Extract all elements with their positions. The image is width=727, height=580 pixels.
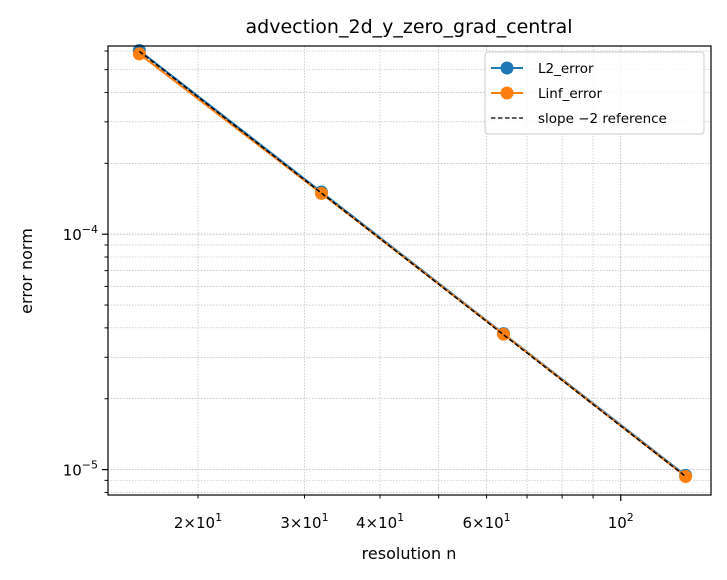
y-tick-label: 10−5 (63, 459, 98, 480)
x-tick-label: 102 (608, 511, 634, 532)
data-point (497, 327, 511, 341)
x-axis-label: resolution n (362, 544, 457, 563)
legend-label: Linf_error (538, 86, 602, 102)
axis-ticks: 2×101 3×101 4×101 6×101 102 10−4 10−5 (63, 50, 634, 532)
legend-label: L2_error (538, 61, 594, 77)
x-tick-label: 6×101 (462, 511, 510, 532)
x-tick-label: 3×101 (280, 511, 328, 532)
y-axis-label: error norm (17, 228, 36, 314)
x-tick-label: 4×101 (356, 511, 404, 532)
series-layer (132, 43, 693, 483)
y-tick-label: 10−4 (63, 223, 98, 244)
legend-marker (500, 86, 514, 100)
data-point (132, 47, 146, 61)
legend-marker (500, 61, 514, 75)
data-point (679, 469, 693, 483)
legend-label: slope −2 reference (538, 111, 667, 127)
reference-line-overlay (138, 50, 686, 477)
legend-box (484, 51, 705, 135)
x-tick-label: 2×101 (174, 511, 222, 532)
chart-title: advection_2d_y_zero_grad_central (246, 16, 573, 38)
